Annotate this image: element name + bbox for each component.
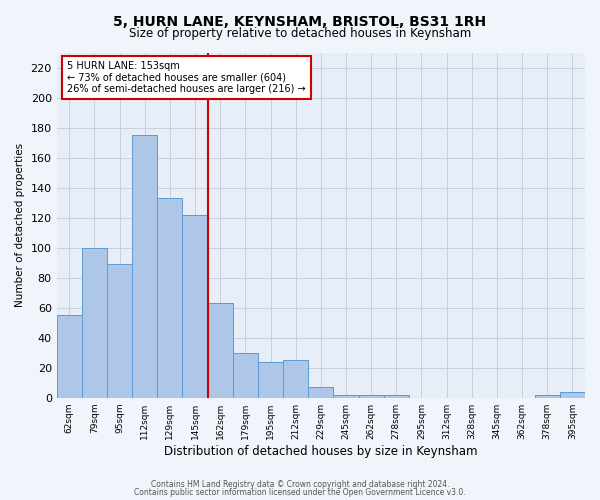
Bar <box>208 303 233 398</box>
Bar <box>258 362 283 398</box>
Bar <box>359 394 384 398</box>
Text: 5 HURN LANE: 153sqm
← 73% of detached houses are smaller (604)
26% of semi-detac: 5 HURN LANE: 153sqm ← 73% of detached ho… <box>67 61 306 94</box>
Bar <box>334 394 359 398</box>
Y-axis label: Number of detached properties: Number of detached properties <box>15 143 25 307</box>
Text: 5, HURN LANE, KEYNSHAM, BRISTOL, BS31 1RH: 5, HURN LANE, KEYNSHAM, BRISTOL, BS31 1R… <box>113 15 487 29</box>
Text: Size of property relative to detached houses in Keynsham: Size of property relative to detached ho… <box>129 28 471 40</box>
Bar <box>535 394 560 398</box>
Bar <box>384 394 409 398</box>
Bar <box>56 315 82 398</box>
Bar <box>107 264 132 398</box>
Bar <box>560 392 585 398</box>
Bar <box>82 248 107 398</box>
Bar <box>132 135 157 398</box>
Text: Contains public sector information licensed under the Open Government Licence v3: Contains public sector information licen… <box>134 488 466 497</box>
Bar <box>157 198 182 398</box>
Bar <box>182 214 208 398</box>
X-axis label: Distribution of detached houses by size in Keynsham: Distribution of detached houses by size … <box>164 444 478 458</box>
Bar <box>233 352 258 398</box>
Bar <box>283 360 308 398</box>
Text: Contains HM Land Registry data © Crown copyright and database right 2024.: Contains HM Land Registry data © Crown c… <box>151 480 449 489</box>
Bar <box>308 387 334 398</box>
